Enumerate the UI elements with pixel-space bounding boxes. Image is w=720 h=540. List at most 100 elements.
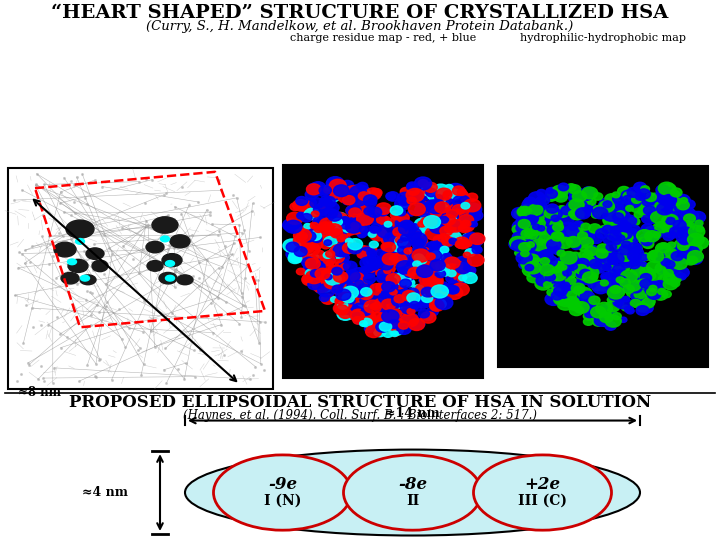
- Ellipse shape: [547, 225, 560, 235]
- Ellipse shape: [626, 288, 639, 298]
- Ellipse shape: [381, 243, 392, 251]
- Ellipse shape: [398, 267, 415, 279]
- Ellipse shape: [416, 292, 433, 305]
- Ellipse shape: [546, 189, 562, 200]
- Ellipse shape: [666, 211, 675, 217]
- Ellipse shape: [325, 185, 332, 191]
- Ellipse shape: [590, 273, 598, 280]
- Ellipse shape: [616, 235, 625, 241]
- Ellipse shape: [448, 220, 464, 232]
- Ellipse shape: [648, 212, 659, 220]
- Ellipse shape: [688, 256, 698, 264]
- Ellipse shape: [394, 295, 405, 303]
- Ellipse shape: [567, 227, 578, 236]
- Ellipse shape: [454, 210, 469, 222]
- Ellipse shape: [658, 182, 675, 195]
- Ellipse shape: [589, 296, 600, 305]
- Ellipse shape: [452, 186, 465, 195]
- Ellipse shape: [623, 285, 634, 293]
- Ellipse shape: [604, 231, 612, 237]
- Ellipse shape: [289, 250, 305, 262]
- Ellipse shape: [333, 275, 345, 283]
- Ellipse shape: [521, 208, 531, 216]
- Ellipse shape: [342, 294, 354, 303]
- Ellipse shape: [328, 223, 343, 235]
- Ellipse shape: [407, 184, 415, 190]
- Ellipse shape: [433, 235, 444, 244]
- Ellipse shape: [310, 222, 319, 229]
- Ellipse shape: [673, 220, 686, 230]
- Ellipse shape: [621, 280, 632, 288]
- Ellipse shape: [177, 275, 193, 285]
- Ellipse shape: [544, 268, 560, 281]
- Ellipse shape: [611, 226, 619, 233]
- Ellipse shape: [634, 290, 646, 299]
- Ellipse shape: [287, 212, 303, 225]
- Ellipse shape: [333, 272, 345, 281]
- Ellipse shape: [591, 280, 603, 289]
- Ellipse shape: [357, 231, 366, 238]
- Ellipse shape: [325, 273, 341, 285]
- Ellipse shape: [441, 238, 454, 247]
- Ellipse shape: [618, 249, 634, 261]
- Text: hydrophilic-hydrophobic map: hydrophilic-hydrophobic map: [520, 33, 686, 43]
- Ellipse shape: [423, 265, 441, 279]
- Ellipse shape: [671, 276, 681, 283]
- Ellipse shape: [573, 228, 585, 238]
- Ellipse shape: [552, 232, 564, 241]
- Ellipse shape: [363, 319, 376, 328]
- Ellipse shape: [431, 301, 441, 309]
- Ellipse shape: [351, 244, 359, 249]
- Ellipse shape: [531, 267, 544, 277]
- Ellipse shape: [369, 293, 385, 305]
- Ellipse shape: [400, 246, 413, 256]
- Ellipse shape: [466, 207, 473, 212]
- Ellipse shape: [426, 188, 437, 197]
- Ellipse shape: [641, 253, 651, 261]
- Ellipse shape: [330, 296, 338, 302]
- Ellipse shape: [446, 199, 454, 205]
- Ellipse shape: [421, 256, 438, 268]
- Ellipse shape: [435, 239, 449, 249]
- Ellipse shape: [390, 253, 407, 266]
- Ellipse shape: [613, 265, 625, 274]
- Ellipse shape: [348, 239, 363, 250]
- Ellipse shape: [330, 195, 339, 201]
- Ellipse shape: [665, 260, 675, 268]
- Ellipse shape: [582, 302, 595, 312]
- Ellipse shape: [352, 206, 361, 213]
- Ellipse shape: [324, 186, 333, 193]
- Ellipse shape: [418, 299, 430, 308]
- Ellipse shape: [603, 217, 611, 223]
- Ellipse shape: [631, 299, 641, 307]
- Ellipse shape: [383, 242, 395, 252]
- Ellipse shape: [595, 251, 607, 260]
- Ellipse shape: [580, 269, 590, 278]
- Ellipse shape: [554, 236, 564, 244]
- Ellipse shape: [545, 273, 555, 281]
- Ellipse shape: [302, 257, 316, 268]
- Ellipse shape: [688, 251, 703, 262]
- Ellipse shape: [368, 207, 382, 218]
- Ellipse shape: [690, 211, 706, 223]
- Ellipse shape: [573, 221, 584, 229]
- Ellipse shape: [536, 207, 549, 216]
- Ellipse shape: [307, 254, 320, 265]
- Ellipse shape: [634, 269, 646, 278]
- Ellipse shape: [649, 233, 657, 240]
- Ellipse shape: [440, 217, 449, 223]
- Ellipse shape: [631, 299, 640, 306]
- Ellipse shape: [647, 251, 664, 262]
- Ellipse shape: [350, 190, 359, 197]
- Ellipse shape: [568, 202, 576, 208]
- Ellipse shape: [690, 244, 702, 253]
- Ellipse shape: [305, 198, 316, 206]
- Ellipse shape: [567, 279, 584, 292]
- Ellipse shape: [459, 275, 467, 281]
- Ellipse shape: [375, 208, 385, 215]
- Ellipse shape: [387, 318, 404, 330]
- Ellipse shape: [421, 215, 431, 222]
- Ellipse shape: [412, 238, 425, 248]
- Ellipse shape: [531, 201, 547, 213]
- Ellipse shape: [581, 272, 588, 278]
